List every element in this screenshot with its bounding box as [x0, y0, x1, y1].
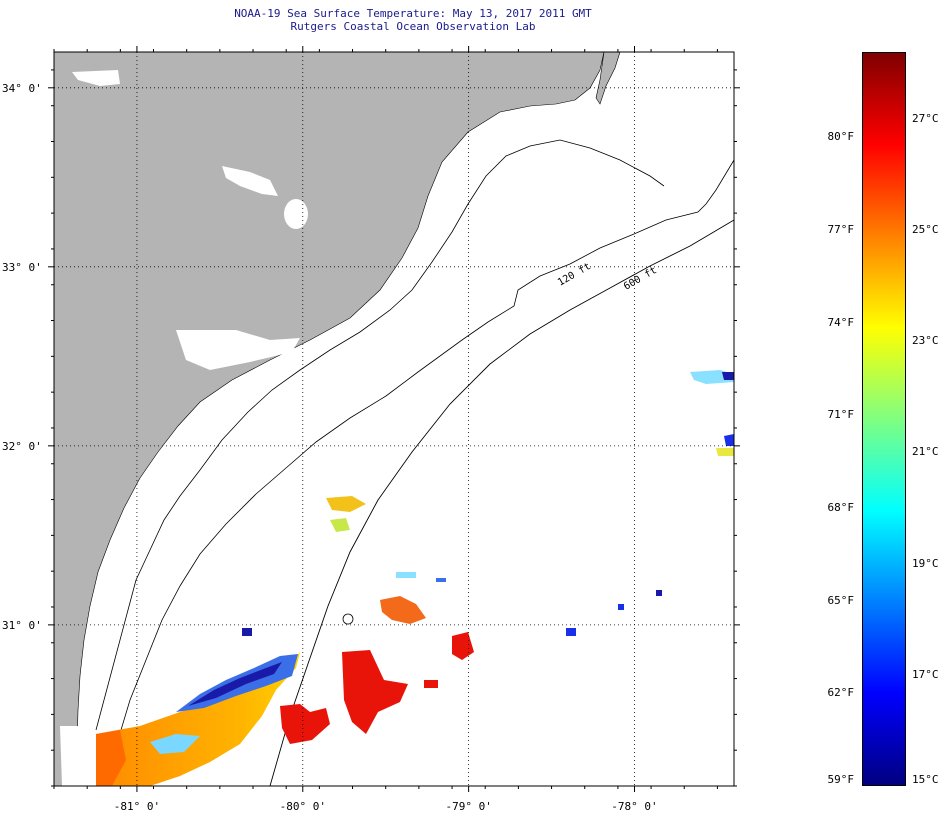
colorbar-fahrenheit-label: 80°F: [827, 130, 855, 144]
colorbar-celsius-label: 15°C: [912, 773, 939, 786]
colorbar-celsius-label: 23°C: [912, 334, 939, 348]
colorbar-celsius-label: 25°C: [912, 222, 939, 236]
lon-label: -80° 0': [280, 800, 326, 813]
colorbar-celsius-label: 27°C: [912, 111, 939, 125]
land-area-nc: [595, 51, 621, 105]
colorbar-fahrenheit-label: 74°F: [827, 315, 855, 329]
sst-data-patches: [96, 370, 734, 786]
colorbar-celsius-label: 21°C: [912, 445, 939, 459]
lat-label: 32° 0': [2, 440, 42, 453]
colorbar-celsius-label: 19°C: [912, 556, 939, 570]
axis-labels: 34° 0' 33° 0' 32° 0' 31° 0' -81° 0' -80° 0' -7…: [2, 82, 658, 813]
lat-label: 33° 0': [2, 261, 42, 274]
lat-label: 31° 0': [2, 619, 42, 632]
colorbar: [862, 52, 906, 786]
map-subtitle: Rutgers Coastal Ocean Observation Lab: [290, 20, 536, 33]
colorbar-fahrenheit-label: 65°F: [827, 593, 855, 607]
colorbar-fahrenheit-label: 71°F: [827, 408, 855, 422]
lat-label: 34° 0': [2, 82, 42, 95]
colorbar-celsius-label: 17°C: [912, 667, 939, 681]
map-frame: [53, 51, 735, 787]
colorbar-fahrenheit-label: 68°F: [827, 500, 855, 514]
map-title: NOAA-19 Sea Surface Temperature: May 13,…: [234, 7, 592, 20]
colorbar-fahrenheit-label: 77°F: [827, 222, 855, 236]
lon-label: -79° 0': [445, 800, 491, 813]
lon-label: -81° 0': [114, 800, 160, 813]
colorbar-fahrenheit-label: 59°F: [827, 773, 855, 786]
colorbar-fahrenheit-label: 62°F: [827, 686, 855, 700]
lon-label: -78° 0': [611, 800, 657, 813]
